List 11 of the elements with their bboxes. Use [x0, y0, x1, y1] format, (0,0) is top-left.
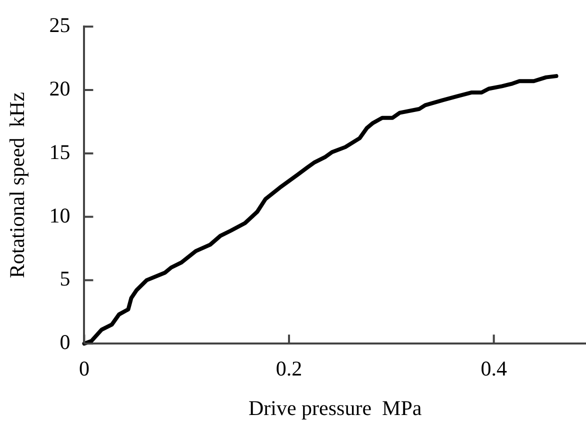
x-tick-label: 0.2: [276, 356, 302, 381]
y-tick-label: 0: [60, 330, 70, 354]
y-tick-label: 10: [49, 203, 70, 228]
y-tick-label: 5: [60, 266, 70, 291]
y-tick-label: 15: [49, 140, 70, 164]
y-tick-label: 20: [49, 76, 70, 101]
x-tick-label: 0.4: [480, 356, 508, 381]
x-axis-title: Drive pressure MPa: [248, 396, 422, 420]
y-tick-label: 25: [49, 13, 70, 38]
y-axis-title: Rotational speed kHz: [5, 92, 30, 278]
x-tick-label: 0: [78, 356, 90, 381]
